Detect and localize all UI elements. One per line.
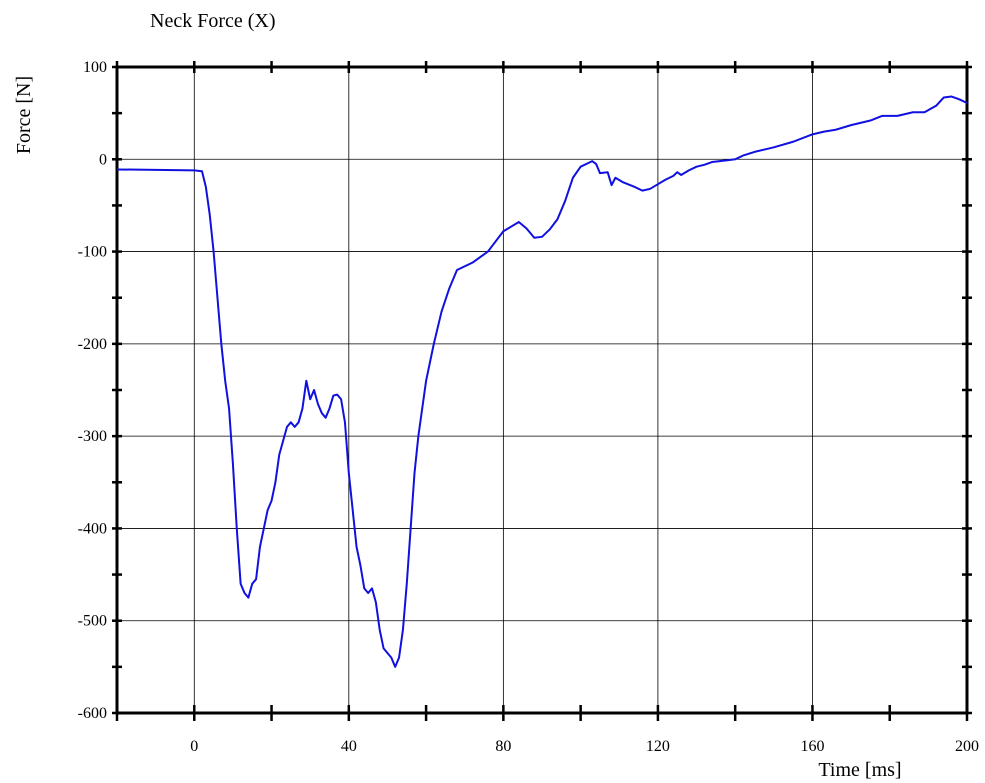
x-tick-label: 80	[495, 738, 511, 755]
y-tick-label: -400	[78, 520, 107, 537]
x-tick-label: 160	[800, 738, 824, 755]
plot-frame	[115, 65, 969, 715]
y-tick-label: -100	[78, 244, 107, 261]
data-line	[116, 95, 968, 668]
y-axis-label: Force [N]	[13, 76, 35, 154]
y-tick-label: 100	[83, 59, 107, 76]
x-tick-label: 0	[190, 738, 198, 755]
x-tick-label: 40	[341, 738, 357, 755]
y-tick-label: 0	[99, 151, 107, 168]
x-axis-label: Time [ms]	[818, 759, 901, 781]
y-tick-label: -500	[78, 613, 107, 630]
y-tick-label: -300	[78, 428, 107, 445]
y-tick-label: -200	[78, 336, 107, 353]
y-tick-label: -600	[78, 705, 107, 722]
x-tick-label: 120	[646, 738, 670, 755]
x-tick-label: 200	[955, 738, 979, 755]
chart-title: Neck Force (X)	[150, 10, 276, 32]
